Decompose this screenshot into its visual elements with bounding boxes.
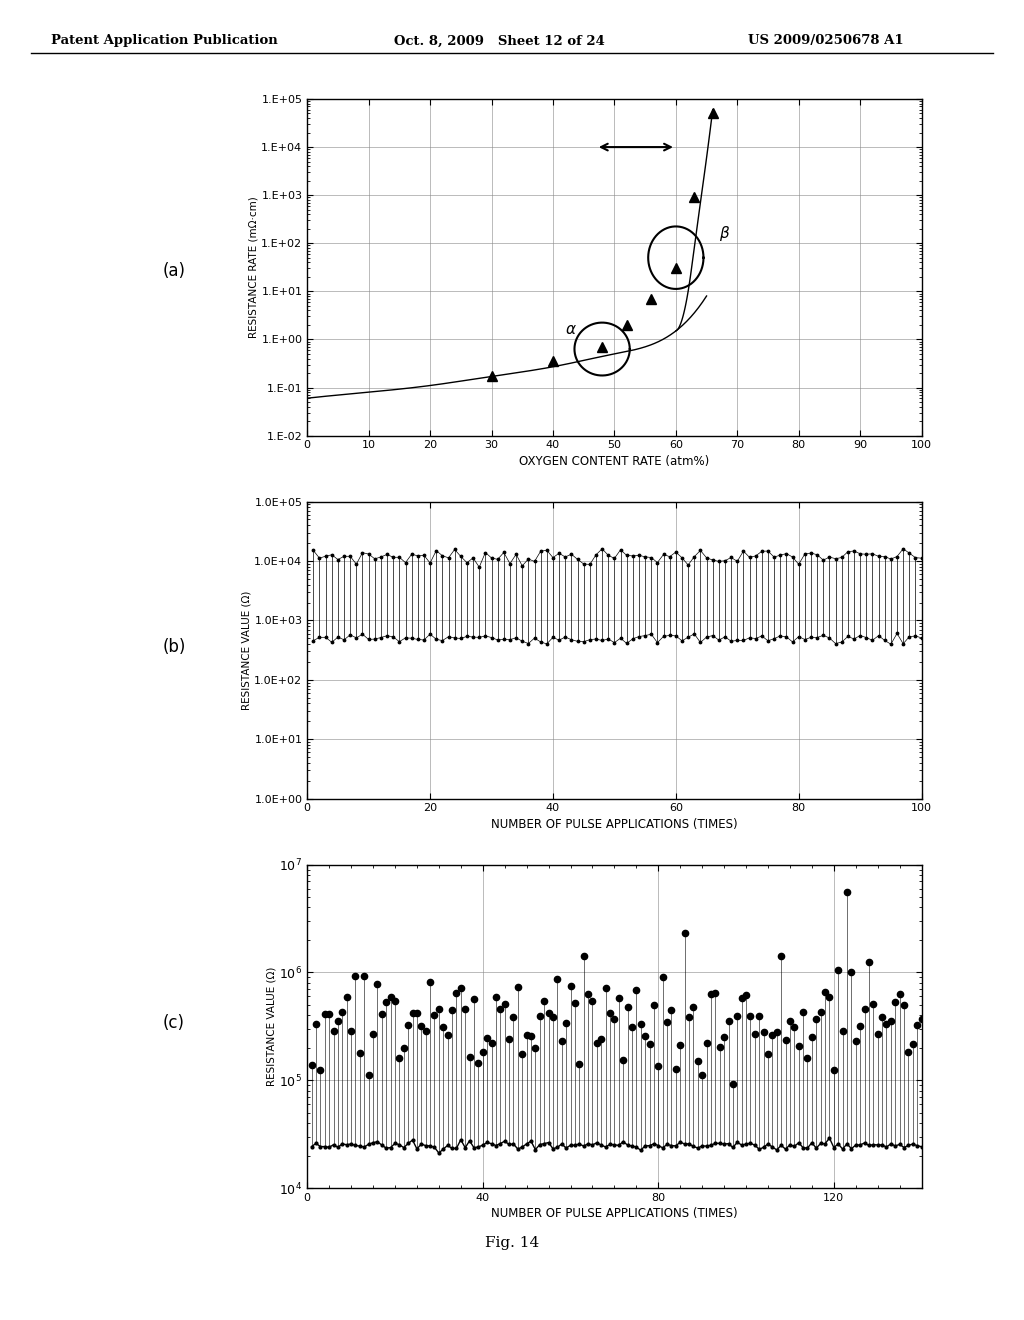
Y-axis label: RESISTANCE RATE (mΩ·cm): RESISTANCE RATE (mΩ·cm) bbox=[249, 197, 258, 338]
Y-axis label: RESISTANCE VALUE (Ω): RESISTANCE VALUE (Ω) bbox=[266, 966, 276, 1086]
Text: US 2009/0250678 A1: US 2009/0250678 A1 bbox=[748, 34, 903, 48]
Text: $\beta$: $\beta$ bbox=[719, 224, 731, 243]
Text: Oct. 8, 2009   Sheet 12 of 24: Oct. 8, 2009 Sheet 12 of 24 bbox=[394, 34, 605, 48]
X-axis label: NUMBER OF PULSE APPLICATIONS (TIMES): NUMBER OF PULSE APPLICATIONS (TIMES) bbox=[492, 1206, 737, 1220]
Text: (a): (a) bbox=[163, 261, 185, 280]
Text: Patent Application Publication: Patent Application Publication bbox=[51, 34, 278, 48]
Text: (c): (c) bbox=[163, 1014, 185, 1032]
Text: (b): (b) bbox=[163, 638, 185, 656]
Text: $\alpha$: $\alpha$ bbox=[565, 323, 578, 337]
Text: Fig. 14: Fig. 14 bbox=[485, 1237, 539, 1250]
X-axis label: OXYGEN CONTENT RATE (atm%): OXYGEN CONTENT RATE (atm%) bbox=[519, 454, 710, 467]
X-axis label: NUMBER OF PULSE APPLICATIONS (TIMES): NUMBER OF PULSE APPLICATIONS (TIMES) bbox=[492, 817, 737, 830]
Y-axis label: RESISTANCE VALUE (Ω): RESISTANCE VALUE (Ω) bbox=[242, 590, 252, 710]
